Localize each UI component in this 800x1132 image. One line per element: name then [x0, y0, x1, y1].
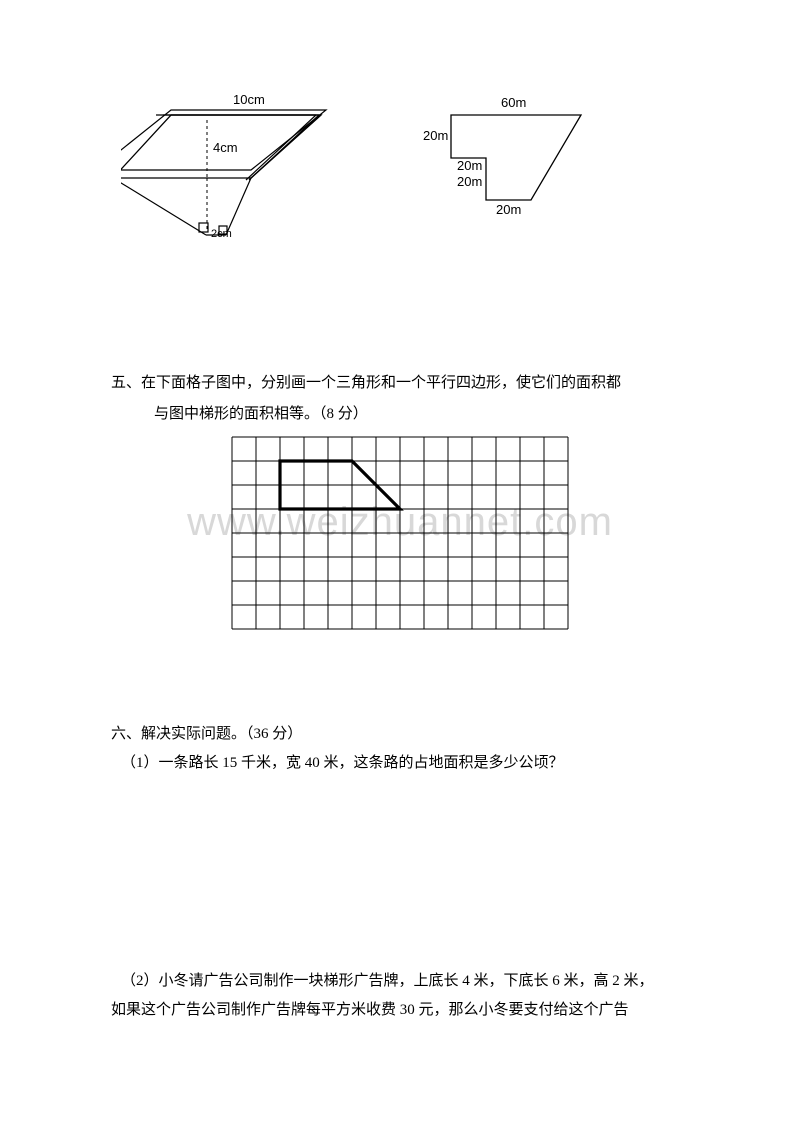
fig-right-step-label: 20m: [457, 158, 482, 173]
section-6-title: 六、解决实际问题。（36 分）: [111, 720, 689, 749]
fig-left-height-label: 4cm: [213, 140, 238, 155]
question-2-line1: （2）小冬请广告公司制作一块梯形广告牌，上底长 4 米，下底长 6 米，高 2 …: [121, 967, 689, 996]
question-2-line2: 如果这个广告公司制作广告牌每平方米收费 30 元，那么小冬要支付给这个广告: [111, 996, 689, 1025]
figure-lshape: 60m 20m 20m 20m 20m: [421, 80, 621, 220]
figure-parallelogram-triangle: 10cm 4cm 2cm: [121, 80, 331, 240]
fig-left-bottom-label: 2cm: [211, 228, 232, 240]
grid-figure-container: [111, 436, 689, 630]
fig-left-top-label: 10cm: [233, 92, 265, 107]
fig-right-left-upper-label: 20m: [423, 128, 448, 143]
fig-right-left-lower-label: 20m: [457, 174, 482, 189]
fig-right-bottom-label: 20m: [496, 202, 521, 217]
grid-svg: [231, 436, 569, 630]
fig-right-top-label: 60m: [501, 95, 526, 110]
section-5-title-line2: 与图中梯形的面积相等。（8 分）: [154, 401, 689, 428]
question-1: （1）一条路长 15 千米，宽 40 米，这条路的占地面积是多少公顷？: [121, 749, 689, 778]
section-5-title-line1: 五、在下面格子图中，分别画一个三角形和一个平行四边形，使它们的面积都: [111, 370, 689, 397]
figures-row: 10cm 4cm 2cm 60m 20m 20m 20m 20m: [121, 80, 689, 240]
